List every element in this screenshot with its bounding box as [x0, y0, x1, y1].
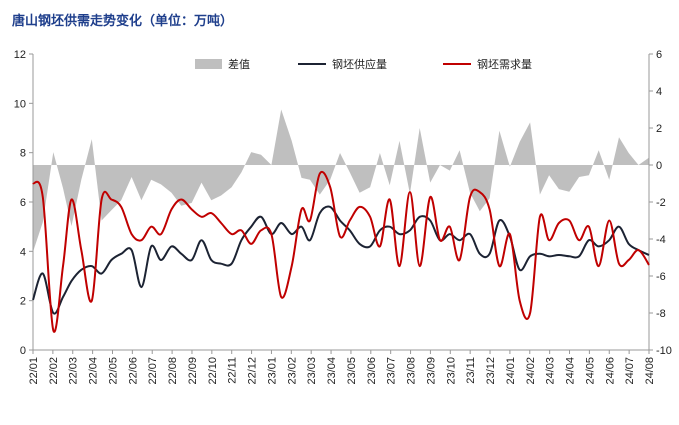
right-tick-label: 6 — [656, 49, 662, 61]
x-tick-label: 23/06 — [366, 357, 378, 385]
supply-line — [32, 205, 650, 315]
x-tick-label: 22/10 — [207, 357, 219, 385]
x-tick-label: 23/02 — [286, 357, 298, 385]
x-tick-label: 22/08 — [167, 357, 179, 385]
x-tick-label: 22/05 — [107, 357, 119, 385]
diff-area — [33, 109, 649, 252]
right-tick-label: 0 — [656, 160, 662, 172]
x-tick-label: 24/07 — [624, 357, 636, 385]
legend-diff-swatch — [195, 59, 222, 69]
legend-demand-label: 钢坯需求量 — [477, 58, 532, 71]
left-tick-label: 4 — [20, 246, 26, 258]
x-tick-label: 22/12 — [247, 357, 259, 385]
left-tick-label: 2 — [20, 296, 26, 308]
x-tick-label: 22/11 — [227, 357, 239, 384]
x-tick-label: 23/08 — [406, 357, 418, 385]
legend-diff-label: 差值 — [228, 57, 250, 71]
x-tick-label: 22/04 — [88, 357, 100, 385]
x-tick-label: 24/03 — [545, 357, 557, 385]
right-tick-label: -8 — [656, 308, 666, 320]
demand-line — [32, 170, 650, 333]
right-tick-label: 4 — [656, 86, 662, 98]
x-tick-label: 24/02 — [525, 357, 537, 385]
x-tick-label: 24/08 — [644, 357, 656, 385]
x-tick-label: 23/07 — [386, 357, 398, 385]
right-tick-label: -10 — [656, 345, 672, 357]
right-tick-label: -6 — [656, 271, 666, 283]
left-tick-label: 0 — [20, 345, 26, 357]
x-tick-label: 23/09 — [425, 357, 437, 385]
x-tick-label: 24/01 — [505, 357, 517, 385]
left-tick-label: 10 — [14, 98, 26, 110]
left-tick-label: 12 — [14, 49, 26, 61]
chart-title: 唐山钢坯供需走势变化（单位：万吨） — [12, 14, 234, 29]
x-tick-label: 23/11 — [465, 357, 477, 384]
x-tick-label: 22/01 — [28, 357, 40, 385]
right-tick-label: -2 — [656, 197, 666, 209]
x-tick-label: 24/05 — [584, 357, 596, 385]
x-tick-label: 22/06 — [127, 357, 139, 385]
x-tick-label: 22/09 — [187, 357, 199, 385]
x-tick-label: 23/05 — [346, 357, 358, 385]
x-tick-label: 23/10 — [445, 357, 457, 385]
x-tick-label: 22/02 — [48, 357, 60, 385]
x-tick-label: 22/07 — [147, 357, 159, 385]
left-tick-label: 6 — [20, 197, 26, 209]
x-tick-label: 23/03 — [306, 357, 318, 385]
left-tick-label: 8 — [20, 148, 26, 160]
x-tick-label: 24/04 — [565, 357, 577, 385]
legend-supply-label: 钢坯供应量 — [332, 57, 387, 71]
right-tick-label: -4 — [656, 234, 666, 246]
right-tick-label: 2 — [656, 123, 662, 135]
x-tick-label: 23/04 — [326, 357, 338, 385]
x-tick-label: 23/01 — [266, 357, 278, 385]
x-tick-label: 24/06 — [604, 357, 616, 385]
x-tick-label: 23/12 — [485, 357, 497, 385]
x-tick-label: 22/03 — [68, 357, 80, 385]
